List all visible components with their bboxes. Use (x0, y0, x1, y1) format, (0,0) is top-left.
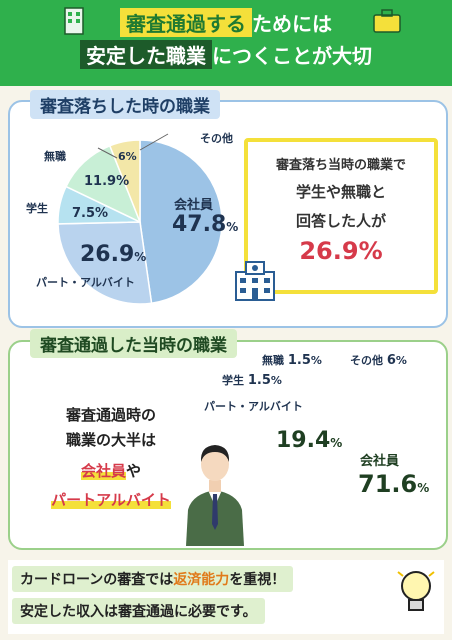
value-part-time-2-num: 19.4 (276, 428, 331, 453)
pie1-slice-4 (108, 139, 141, 223)
callout2-line4: パートアルバイト (40, 489, 182, 510)
pie1-slice-3 (65, 144, 142, 224)
callout-rejected: 審査落ち当時の職業で 学生や無職と 回答した人が 26.9% (244, 138, 438, 294)
building-icon (64, 7, 84, 35)
value-unemployed-2-num: 1.5 (287, 353, 311, 368)
label-unemployed-2-text: 無職 (262, 354, 284, 367)
header-highlight-2: 安定した職業 (80, 40, 212, 69)
callout2-line3: 会社員や (40, 460, 182, 481)
callout-approved: 審査通過時の 職業の大半は 会社員や パートアルバイト (40, 404, 182, 510)
callout2-line1: 審査通過時の (65, 406, 156, 424)
value-student-1-num: 7.5 (72, 206, 96, 221)
value-unemployed-1: 11.9% (84, 174, 130, 189)
footer-line-1: カードローンの審査では返済能力を重視！ (12, 566, 294, 592)
header-line-2: 安定した職業 につくことが大切 (0, 40, 452, 69)
value-employee-1-num: 47.8 (172, 212, 227, 237)
value-part-time-2: 19.4% (276, 428, 343, 453)
value-student-2-num: 1.5 (247, 373, 271, 388)
lightbulb-icon (397, 571, 435, 611)
section1-title: 審査落ちした時の職業 (30, 90, 220, 119)
label-other-2-text: その他 (350, 354, 383, 367)
label-unemployed-2: 無職 1.5% (262, 353, 322, 368)
businessman-illustration (186, 445, 244, 546)
leader-line (139, 133, 169, 151)
value-student-1: 7.5% (72, 206, 109, 221)
header-line-1: 審査通過する ためには (0, 8, 452, 37)
leader-line (97, 147, 118, 159)
label-student-2-text: 学生 (222, 374, 244, 387)
value-other-1-num: 6 (118, 150, 126, 163)
callout1-line1: 審査落ち当時の職業で (275, 158, 406, 173)
footer-line-2: 安定した収入は審査通過に必要です。 (12, 598, 265, 624)
label-part-time-2: パート・アルバイト (204, 400, 303, 413)
callout2-employee: 会社員 (80, 462, 126, 480)
value-employee-1: 47.8% (172, 212, 239, 237)
label-other-2: その他 6% (350, 353, 407, 368)
pie1-slice-1 (57, 221, 153, 305)
callout2-mid: や (126, 462, 142, 480)
header-highlight-1: 審査通過する (120, 8, 252, 37)
header-text-1: ためには (252, 12, 332, 36)
value-part-time-1: 26.9% (80, 242, 147, 267)
header-banner: 審査通過する ためには 安定した職業 につくことが大切 (0, 0, 452, 86)
pie-chart-rejected (57, 139, 223, 305)
label-other-1: その他 (200, 132, 233, 145)
callout1-line2: 学生や無職と (295, 183, 386, 201)
label-student-1: 学生 (26, 202, 48, 215)
pie1-slice-0 (139, 139, 223, 305)
footer-highlight: 返済能力 (173, 572, 230, 588)
school-building-icon (235, 261, 275, 301)
callout1-line3: 回答した人が (295, 212, 386, 230)
label-employee-1: 会社員 (174, 198, 214, 213)
value-part-time-1-num: 26.9 (80, 242, 135, 267)
label-employee-2: 会社員 (360, 454, 400, 469)
label-part-time-1: パート・アルバイト (36, 276, 135, 289)
value-unemployed-1-num: 11.9 (84, 174, 117, 189)
header-text-2: につくことが大切 (212, 44, 372, 68)
section2-title: 審査通過した当時の職業 (30, 329, 237, 358)
value-employee-2: 71.6% (358, 470, 430, 498)
value-other-2-num: 6 (386, 353, 396, 368)
callout2-line2: 職業の大半は (65, 431, 156, 449)
briefcase-icon (373, 9, 401, 33)
value-employee-2-num: 71.6 (358, 470, 418, 498)
callout2-part-time: パートアルバイト (51, 491, 171, 509)
footer-text-1a: カードローンの審査では (20, 572, 174, 588)
value-other-1: 6% (118, 150, 137, 163)
footer-text-1b: を重視！ (229, 572, 286, 588)
label-unemployed-1: 無職 (44, 150, 66, 163)
label-student-2: 学生 1.5% (222, 373, 282, 388)
callout1-percent: 26.9% (299, 237, 383, 265)
